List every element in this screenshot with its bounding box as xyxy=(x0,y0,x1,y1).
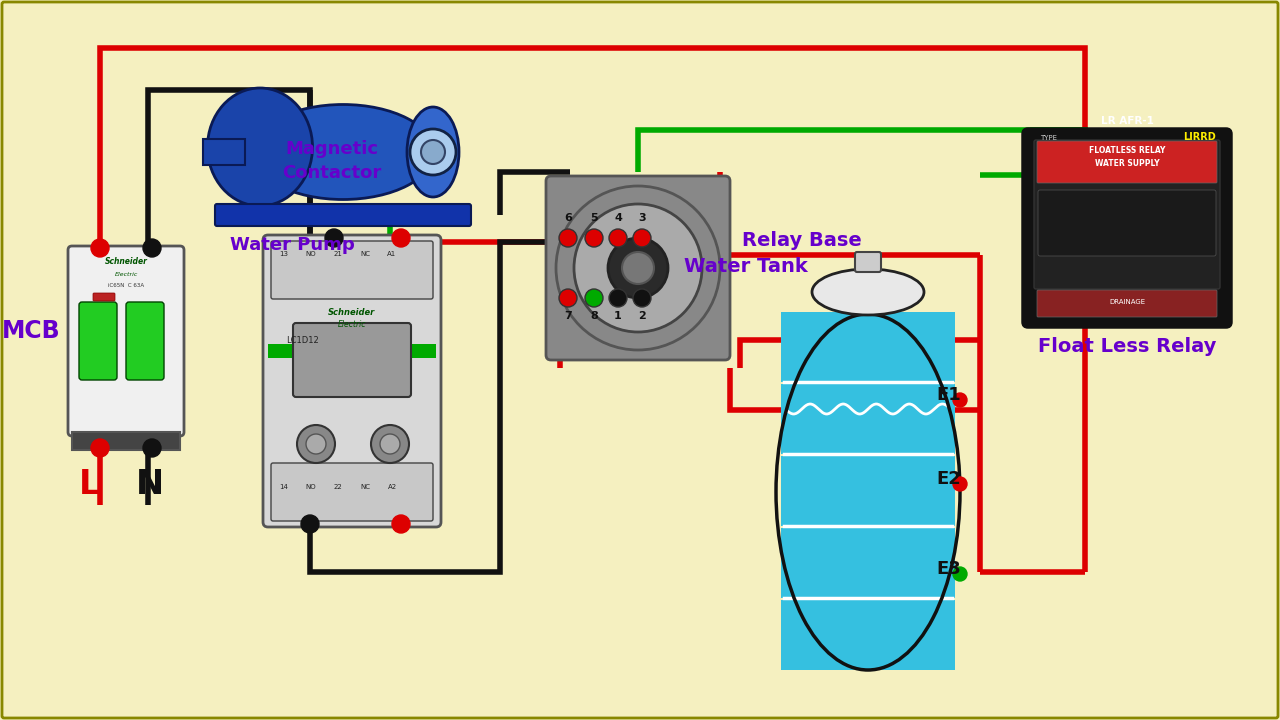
Text: A1: A1 xyxy=(388,251,397,257)
Text: DRAINAGE: DRAINAGE xyxy=(1108,299,1146,305)
Text: A2: A2 xyxy=(388,484,397,490)
Circle shape xyxy=(306,434,326,454)
Text: Schneider: Schneider xyxy=(329,308,375,317)
FancyBboxPatch shape xyxy=(262,235,442,527)
FancyBboxPatch shape xyxy=(781,456,955,526)
FancyBboxPatch shape xyxy=(72,432,180,450)
Circle shape xyxy=(392,229,410,247)
Circle shape xyxy=(954,477,966,491)
FancyBboxPatch shape xyxy=(271,241,433,299)
Circle shape xyxy=(297,425,335,463)
FancyBboxPatch shape xyxy=(1037,141,1217,183)
Text: Electric: Electric xyxy=(114,272,138,277)
FancyBboxPatch shape xyxy=(547,176,730,360)
FancyBboxPatch shape xyxy=(1037,290,1217,317)
Text: 7: 7 xyxy=(564,311,572,321)
FancyBboxPatch shape xyxy=(79,302,116,380)
FancyBboxPatch shape xyxy=(271,463,433,521)
Text: Float Less Relay: Float Less Relay xyxy=(1038,337,1216,356)
Circle shape xyxy=(325,229,343,247)
FancyBboxPatch shape xyxy=(93,293,115,301)
Circle shape xyxy=(585,289,603,307)
Text: Water Tank: Water Tank xyxy=(685,257,808,276)
FancyBboxPatch shape xyxy=(1023,129,1231,327)
Circle shape xyxy=(608,238,668,298)
Text: LR AFR-1: LR AFR-1 xyxy=(1101,116,1153,126)
Text: Electric: Electric xyxy=(338,320,366,329)
Circle shape xyxy=(585,229,603,247)
Text: FLOATLESS RELAY: FLOATLESS RELAY xyxy=(1089,146,1165,155)
Circle shape xyxy=(559,289,577,307)
Circle shape xyxy=(410,129,456,175)
Text: TYPE: TYPE xyxy=(1039,135,1057,141)
Circle shape xyxy=(392,515,410,533)
Text: E1: E1 xyxy=(936,386,961,404)
Circle shape xyxy=(143,439,161,457)
Circle shape xyxy=(954,567,966,581)
FancyBboxPatch shape xyxy=(215,204,471,226)
Circle shape xyxy=(91,239,109,257)
Ellipse shape xyxy=(812,269,924,315)
Circle shape xyxy=(421,140,445,164)
Circle shape xyxy=(301,515,319,533)
Circle shape xyxy=(609,289,627,307)
Text: 5: 5 xyxy=(590,213,598,223)
Text: E3: E3 xyxy=(936,560,961,578)
Text: NO: NO xyxy=(306,251,316,257)
FancyBboxPatch shape xyxy=(781,600,955,670)
FancyBboxPatch shape xyxy=(1038,190,1216,256)
FancyBboxPatch shape xyxy=(293,323,411,397)
Circle shape xyxy=(573,204,701,332)
Text: NC: NC xyxy=(360,484,370,490)
FancyBboxPatch shape xyxy=(204,139,244,165)
Text: 4: 4 xyxy=(614,213,622,223)
Circle shape xyxy=(634,229,652,247)
Text: LC1D12: LC1D12 xyxy=(285,336,319,345)
Ellipse shape xyxy=(252,104,434,199)
Text: 21: 21 xyxy=(334,251,343,257)
FancyBboxPatch shape xyxy=(781,528,955,598)
Text: 14: 14 xyxy=(279,484,288,490)
FancyBboxPatch shape xyxy=(781,312,955,382)
Text: MCB: MCB xyxy=(1,319,60,343)
Text: 3: 3 xyxy=(639,213,646,223)
Text: 1: 1 xyxy=(614,311,622,321)
Text: 13: 13 xyxy=(279,251,288,257)
Text: 8: 8 xyxy=(590,311,598,321)
Circle shape xyxy=(91,439,109,457)
Text: L: L xyxy=(79,467,101,500)
Text: LIRRD: LIRRD xyxy=(1183,132,1216,142)
Text: Magnetic
Contactor: Magnetic Contactor xyxy=(283,140,381,182)
Text: E2: E2 xyxy=(936,470,961,488)
Circle shape xyxy=(622,252,654,284)
Circle shape xyxy=(380,434,399,454)
Text: Relay Base: Relay Base xyxy=(742,230,861,250)
Circle shape xyxy=(954,393,966,407)
Circle shape xyxy=(143,239,161,257)
Text: iC65N  C 63A: iC65N C 63A xyxy=(108,283,145,288)
Text: NC: NC xyxy=(360,251,370,257)
Text: N: N xyxy=(136,467,164,500)
Text: 22: 22 xyxy=(334,484,342,490)
Circle shape xyxy=(634,289,652,307)
FancyBboxPatch shape xyxy=(1034,140,1220,289)
FancyBboxPatch shape xyxy=(268,344,436,358)
Ellipse shape xyxy=(207,88,312,206)
Text: WATER SUPPLY: WATER SUPPLY xyxy=(1094,159,1160,168)
Circle shape xyxy=(559,229,577,247)
Text: Water Pump: Water Pump xyxy=(230,236,355,254)
Circle shape xyxy=(371,425,410,463)
Text: NO: NO xyxy=(306,484,316,490)
Ellipse shape xyxy=(407,107,460,197)
Circle shape xyxy=(556,186,719,350)
Text: 2: 2 xyxy=(639,311,646,321)
Text: 6: 6 xyxy=(564,213,572,223)
FancyBboxPatch shape xyxy=(125,302,164,380)
Circle shape xyxy=(609,229,627,247)
FancyBboxPatch shape xyxy=(68,246,184,436)
Text: Schneider: Schneider xyxy=(105,257,147,266)
FancyBboxPatch shape xyxy=(855,252,881,272)
FancyBboxPatch shape xyxy=(781,384,955,454)
